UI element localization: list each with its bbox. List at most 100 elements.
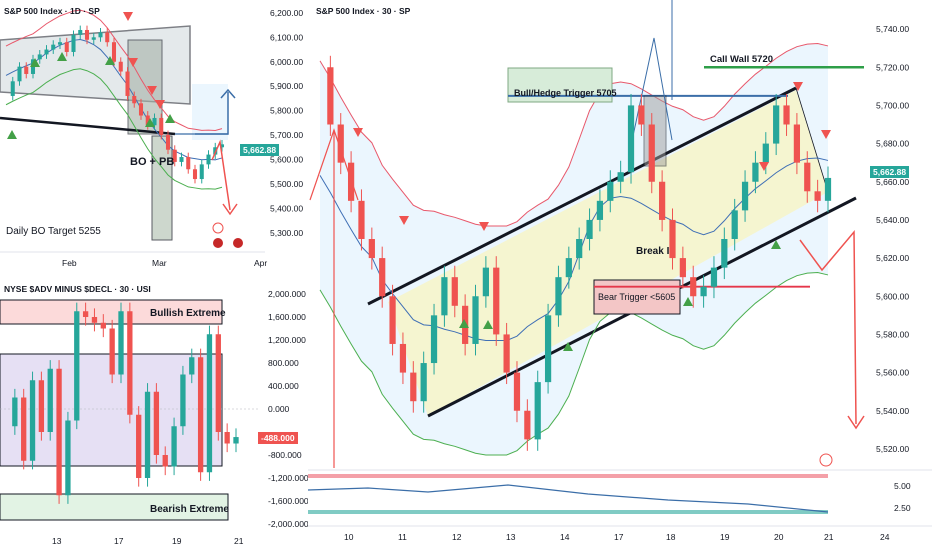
breadth-candle [215,334,221,432]
breadth-candle [144,391,151,478]
intraday-candle [399,343,407,373]
daily-y-tick: 6,000.00 [270,57,303,67]
intraday-candle [762,143,769,163]
intraday-y-tick: 5,520.00 [876,444,909,454]
down-arrow-head [847,415,865,430]
intraday-y-tick: 5,740.00 [876,24,909,34]
daily-candle [17,66,22,82]
daily-candle [192,169,198,180]
daily-candle [98,32,103,38]
intraday-candle [327,67,334,125]
daily-x-tick: Mar [152,258,167,268]
sell-signal-marker [123,12,133,21]
intraday-y-tick: 5,540.00 [876,406,909,416]
bearish-extreme-label: Bearish Extreme [150,504,229,515]
breadth-candle [153,391,160,455]
breadth-candle [21,397,27,461]
bull-trigger-label: Bull/Hedge Trigger 5705 [514,88,617,98]
intraday-candle [731,210,738,239]
intraday-candle [607,181,614,201]
intraday-candle [783,105,790,125]
pullback-box [151,135,173,241]
buy-signal-marker [563,342,573,351]
flag-icon [233,238,243,248]
intraday-candle [347,162,355,201]
breadth-candle [65,420,71,496]
breadth-x-tick: 13 [52,536,62,546]
intraday-y-tick: 5,560.00 [876,368,909,378]
daily-x-tick: Apr [254,258,267,268]
daily-candle [138,103,144,116]
intraday-chart-panel[interactable]: 5,740.00 5,720.00 5,700.00 5,680.00 5,660.00… [308,0,932,550]
daily-candle [118,61,123,72]
daily-candle [111,42,117,62]
daily-y-tick: 5,600.00 [270,154,303,164]
intraday-x-tick: 19 [720,532,730,542]
intraday-x-tick: 24 [880,532,890,542]
down-projection-arrow [211,139,231,211]
event-icon [212,222,224,234]
intraday-x-tick: 12 [452,532,462,542]
intraday-candle [710,267,718,287]
intraday-candle [700,286,707,297]
buy-signal-marker [30,58,40,67]
intraday-candle [451,277,458,306]
daily-candle [165,135,171,150]
buy-signal-marker [483,320,493,329]
daily-y-tick: 5,300.00 [270,228,303,238]
buy-signal-marker [145,118,155,127]
breakout-box [127,39,163,135]
daily-bb-lower [5,68,223,190]
daily-candle [152,117,157,126]
daily-candle [199,164,204,180]
intraday-chart-title: S&P 500 Index · 30 · SP [316,6,411,16]
daily-candle [64,42,69,52]
intraday-y-tick: 5,660.00 [876,177,909,187]
daily-candle [172,149,177,162]
daily-candle [145,115,150,126]
breadth-chart-title: NYSE $ADV MINUS $DECL · 30 · USI [4,284,151,294]
daily-target-label: Daily BO Target 5255 [6,226,101,237]
intraday-candle [337,124,344,163]
intraday-candle [627,105,635,173]
breadth-y-tick: -800.000 [268,450,302,460]
intraday-y-tick: 5,720.00 [876,62,909,72]
daily-candle [71,34,76,52]
event-icon [819,453,833,467]
rising-channel-fill [388,90,828,416]
spike-box [643,95,667,167]
breadth-y-tick: -1,200.000 [268,473,308,483]
daily-y-tick: 5,700.00 [270,130,303,140]
intraday-candle [441,277,448,316]
breadth-y-tick: 1,600.000 [268,312,306,322]
breadth-candle [224,432,230,444]
intraday-candle [804,162,811,192]
intraday-x-tick: 21 [824,532,834,542]
daily-candle [159,117,164,136]
daily-y-tick: 5,800.00 [270,106,303,116]
intraday-candle [576,239,583,259]
daily-y-tick: 6,100.00 [270,32,303,42]
daily-candle [219,144,225,148]
sell-signal-marker [793,82,803,91]
bullish-extreme-zone [0,299,223,325]
daily-candle [84,29,90,40]
daily-candle [179,157,184,162]
bullish-extreme-label: Bullish Extreme [150,308,226,319]
daily-candle [37,54,42,60]
daily-candle [125,71,130,96]
intraday-candle [472,296,479,344]
neckline [0,116,176,136]
intraday-candle [544,315,552,383]
intraday-x-tick: 10 [344,532,354,542]
daily-y-tick: 5,400.00 [270,203,303,213]
sell-signal-marker [147,86,157,95]
intraday-candle [420,363,427,402]
call-wall-label: Call Wall 5720 [710,54,774,65]
intraday-x-tick: 18 [666,532,676,542]
daily-chart-panel[interactable]: 6,200.00 6,100.00 6,000.00 5,900.00 5,800.00… [0,0,308,270]
daily-candle [78,29,83,35]
breadth-candle [109,328,115,375]
breadth-chart-panel[interactable]: 2,000.000 1,600.000 1,200.000 800.000 400.00… [0,278,308,550]
daily-candle [51,44,56,50]
